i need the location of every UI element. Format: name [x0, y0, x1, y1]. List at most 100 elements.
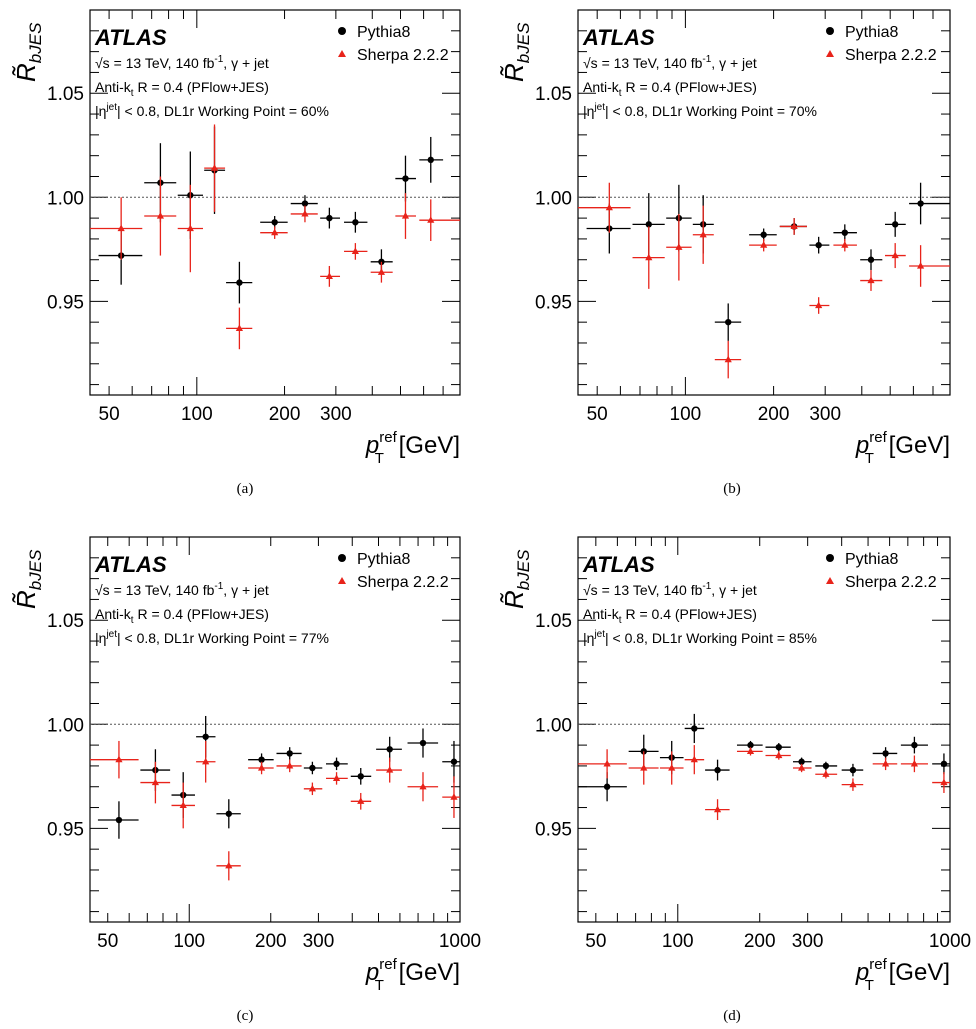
data-point: [586, 203, 631, 254]
data-point: [350, 792, 372, 810]
data-point: [419, 136, 444, 183]
sherpa-marker: [325, 272, 333, 279]
pythia-marker: [882, 750, 889, 757]
sherpa-marker: [308, 784, 316, 792]
data-point: [144, 176, 177, 256]
x-axis-title-main: p: [855, 959, 869, 986]
data-point: [765, 751, 791, 760]
sherpa-marker: [849, 780, 857, 788]
data-point: [303, 782, 323, 796]
y-axis-title: R̃bJES: [499, 549, 533, 609]
data-point: [815, 761, 838, 771]
sherpa-marker: [286, 761, 294, 769]
x-tick-label: 1000: [929, 931, 971, 952]
sherpa-marker: [151, 778, 160, 786]
sherpa-marker: [386, 766, 394, 773]
panel-caption: (b): [723, 481, 741, 497]
pythia-marker: [747, 741, 754, 749]
data-point: [872, 757, 898, 771]
pythia-marker: [691, 725, 698, 732]
data-point: [578, 749, 627, 779]
sherpa-marker: [332, 774, 341, 782]
atlas-label: ATLAS: [582, 552, 655, 577]
annotation-text: , γ + jet: [223, 582, 269, 598]
annotation-energy: √s = 13 TeV, 140 fb-1, γ + jet: [583, 54, 757, 71]
annotation-text: R = 0.4 (PFlow+JES): [622, 79, 757, 95]
data-point: [260, 226, 288, 239]
data-point: [860, 249, 883, 271]
y-axis-title: R̃bJES: [499, 22, 533, 82]
data-point: [90, 740, 139, 779]
panel-caption: (a): [237, 481, 254, 497]
x-tick-label: 50: [99, 404, 120, 425]
sherpa-marker: [271, 228, 279, 236]
data-point: [419, 199, 460, 241]
y-axis-title-main: R̃: [11, 63, 41, 82]
legend-sherpa-marker: [338, 577, 346, 584]
pythia-marker: [402, 175, 409, 182]
annotation-energy: √s = 13 TeV, 140 fb-1, γ + jet: [95, 54, 269, 71]
data-point: [578, 772, 627, 802]
pythia-marker: [940, 760, 948, 768]
data-point: [632, 226, 665, 289]
data-point: [171, 782, 195, 829]
pythia-marker: [725, 318, 732, 326]
data-point: [350, 768, 372, 785]
x-tick-label: 300: [303, 931, 335, 952]
x-tick-label: 50: [97, 931, 118, 952]
x-tick-label: 50: [587, 404, 608, 425]
series-pythia8: [98, 126, 444, 304]
data-point: [370, 261, 393, 283]
x-axis-title-unit: [GeV]: [392, 432, 460, 459]
x-axis-title-main: p: [365, 432, 379, 459]
annotation-sub: t: [131, 88, 134, 99]
data-point: [684, 713, 705, 744]
data-point: [98, 226, 143, 285]
plot-frame: [89, 9, 461, 396]
y-tick-label: 1.05: [535, 84, 572, 105]
data-point: [909, 182, 950, 225]
data-point: [860, 270, 883, 291]
annotation-sup: jet: [593, 102, 605, 113]
legend-pythia-label: Pythia8: [845, 551, 898, 568]
pythia-marker: [714, 766, 721, 774]
plot-frame: [577, 9, 951, 396]
sherpa-marker: [225, 861, 233, 869]
plot-frame: [577, 536, 951, 923]
pythia-marker: [867, 256, 875, 263]
data-point: [303, 761, 323, 775]
data-point: [714, 340, 742, 379]
pythia-marker: [357, 773, 364, 780]
data-point: [344, 243, 368, 260]
sherpa-marker: [675, 243, 683, 250]
data-point: [705, 759, 730, 781]
sherpa-marker: [822, 770, 830, 777]
annotation-jet: Anti-kt R = 0.4 (PFlow+JES): [583, 79, 757, 99]
data-point: [900, 755, 928, 773]
data-point: [407, 772, 439, 802]
atlas-label: ATLAS: [582, 25, 655, 50]
y-tick-label: 1.00: [535, 715, 572, 736]
sherpa-marker: [640, 764, 648, 771]
annotation-text: √s = 13 TeV, 140 fb: [583, 582, 703, 598]
panel-a: 50 100 200 300 0.95 1.00 1.05 ATLAS √s = 13 TeV,…: [11, 9, 461, 497]
pythia-marker: [271, 219, 278, 226]
x-axis-title-sub: T: [865, 450, 874, 467]
plot-frame: [89, 536, 461, 923]
annotation-sup: jet: [105, 102, 117, 113]
pythia-marker: [450, 758, 458, 765]
x-tick-label: 100: [181, 404, 213, 425]
sherpa-marker: [115, 755, 123, 763]
series-pythia8: [578, 713, 950, 802]
x-axis-title-unit: [GeV]: [882, 959, 950, 986]
data-point: [765, 743, 791, 752]
annotation-text: Anti-k: [583, 606, 620, 622]
data-point: [276, 759, 302, 773]
sherpa-marker: [401, 212, 410, 219]
legend-sherpa-marker: [338, 50, 346, 57]
data-point: [792, 763, 812, 773]
sherpa-marker: [867, 276, 875, 284]
data-point: [659, 751, 684, 785]
sherpa-marker: [775, 751, 783, 759]
annotation-eta: |ηjet| < 0.8, DL1r Working Point = 60%: [95, 102, 329, 119]
